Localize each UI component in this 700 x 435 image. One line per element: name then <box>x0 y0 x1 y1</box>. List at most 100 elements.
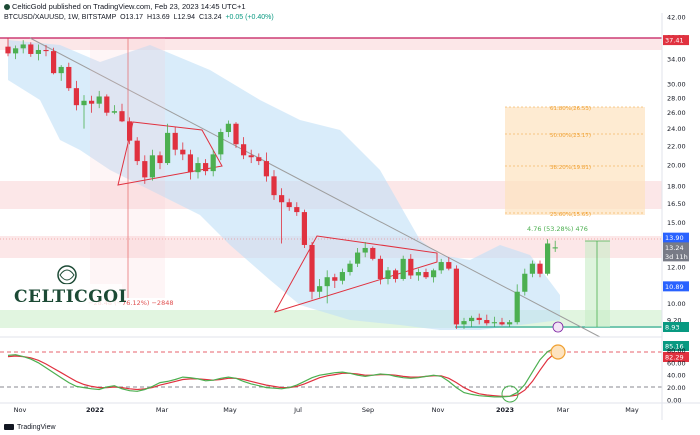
oscillator-axis-label: 0.00 <box>667 397 681 405</box>
price-axis-label: 22.00 <box>667 143 686 151</box>
candle-body <box>423 272 429 278</box>
time-axis-label: 2022 <box>86 406 104 414</box>
candle-body <box>537 263 543 274</box>
rise-measure-area <box>585 241 610 327</box>
oscillator-axis-label: 20.00 <box>667 384 686 392</box>
rise-annotation: 4.76 (53.28%) 476 <box>527 225 588 233</box>
price-tag-label: 82.29 <box>665 354 684 362</box>
triangle-pattern-2[interactable] <box>273 235 438 313</box>
candle-body <box>415 272 421 276</box>
low-value: L12.94 <box>173 14 195 21</box>
candle-body <box>81 100 87 106</box>
candle-body <box>332 277 338 281</box>
change-value: +0.05 (+0.40%) <box>225 14 274 21</box>
price-tag-label: 13.90 <box>665 234 684 242</box>
candle-body <box>324 277 330 287</box>
price-tag-label: 8.93 <box>665 324 679 332</box>
candle-body <box>294 207 300 213</box>
price-axis-label: 34.00 <box>667 56 686 64</box>
price-axis-label: 18.00 <box>667 183 686 191</box>
triangle-pattern-1[interactable] <box>117 121 223 186</box>
downtrend-line[interactable] <box>29 37 601 338</box>
price-axis-label: 24.00 <box>667 125 686 133</box>
oscillator-axis-label: 80.00 <box>667 347 686 355</box>
candle-body <box>127 121 133 141</box>
price-axis[interactable]: 42.0038.0034.0030.0028.0026.0024.0022.00… <box>667 14 686 325</box>
price-tag <box>663 242 689 253</box>
candle-body <box>96 96 102 104</box>
candlestick-series <box>5 38 558 329</box>
candle-body <box>66 66 72 89</box>
footer-brand[interactable]: TradingView <box>17 424 56 431</box>
time-axis-label: Jul <box>293 406 302 414</box>
oscillator-axis[interactable]: 80.00 60.00 40.00 20.00 0.00 <box>667 347 686 405</box>
price-tag <box>663 341 689 351</box>
candle-body <box>491 322 497 324</box>
candle-body <box>453 268 459 325</box>
celticgold-mini-icon <box>4 4 10 11</box>
candle-body <box>476 317 482 320</box>
candle-body <box>256 157 262 162</box>
candle-body <box>347 263 353 273</box>
symbol-legend[interactable]: BTCUSD/XAUUSD, 1W, BITSTAMP O13.17 H13.6… <box>4 14 274 21</box>
candle-body <box>377 258 383 279</box>
candle-body <box>301 212 307 245</box>
candle-body <box>119 111 125 122</box>
symbol-name[interactable]: BTCUSD/XAUUSD, 1W, BITSTAMP <box>4 14 117 21</box>
candle-body <box>446 262 452 269</box>
candle-body <box>241 144 247 156</box>
candle-body <box>134 140 140 162</box>
candle-body <box>187 154 193 173</box>
logo-bar <box>12 284 122 306</box>
candle-body <box>522 273 528 292</box>
candle-body <box>73 88 79 106</box>
time-axis-label: Sep <box>362 406 374 414</box>
time-axis-label: May <box>625 406 639 414</box>
candle-body <box>43 49 49 52</box>
candle-body <box>507 322 513 325</box>
close-value: C13.24 <box>198 14 222 21</box>
price-tag <box>663 232 689 243</box>
price-tag-label: 3d 11h <box>665 253 688 261</box>
candle-body <box>142 161 148 178</box>
candle-body <box>225 123 231 133</box>
candle-body <box>28 44 34 54</box>
price-tag-label: 85.16 <box>665 343 684 351</box>
price-tag <box>663 281 689 292</box>
oscillator-high-marker <box>550 344 566 360</box>
footer[interactable]: TradingView <box>4 424 56 431</box>
candle-body <box>111 111 117 113</box>
oscillator-axis-label: 40.00 <box>667 372 686 380</box>
candle-body <box>233 123 239 145</box>
price-axis-label: 9.20 <box>667 317 681 325</box>
candle-body <box>195 163 201 173</box>
price-axis-label: 42.00 <box>667 14 686 22</box>
candle-body <box>431 270 437 278</box>
price-tag <box>663 322 689 332</box>
candle-body <box>317 286 323 292</box>
decline-annotation: −28.48 (−76.12%) −2848 <box>88 299 173 307</box>
candle-body <box>180 149 186 155</box>
price-tag-label: 13.24 <box>665 244 684 252</box>
candle-body <box>545 243 551 274</box>
time-axis[interactable]: Nov 2022 Mar May Jul Sep Nov 2023 Mar May <box>14 406 639 414</box>
candle-body <box>438 262 444 271</box>
price-axis-label: 20.00 <box>667 162 686 170</box>
time-axis-label: Mar <box>557 406 570 414</box>
candle-body <box>529 263 535 274</box>
high-value: H13.69 <box>147 14 170 21</box>
fib-label-618: 61.80%(26.53) <box>550 106 591 112</box>
oscillator-axis-label: 60.00 <box>667 359 686 367</box>
candle-body <box>35 49 41 54</box>
fib-label-236: 23.60%(15.65) <box>550 212 591 218</box>
resistance-band-top <box>0 38 662 50</box>
time-axis-label: May <box>223 406 237 414</box>
time-axis-label: Mar <box>156 406 169 414</box>
price-tag <box>663 251 689 262</box>
time-axis-label: 2023 <box>496 406 514 414</box>
time-axis-label: Nov <box>14 406 27 414</box>
price-axis-label: 12.00 <box>667 263 686 271</box>
event-marker-icon[interactable] <box>552 321 564 333</box>
